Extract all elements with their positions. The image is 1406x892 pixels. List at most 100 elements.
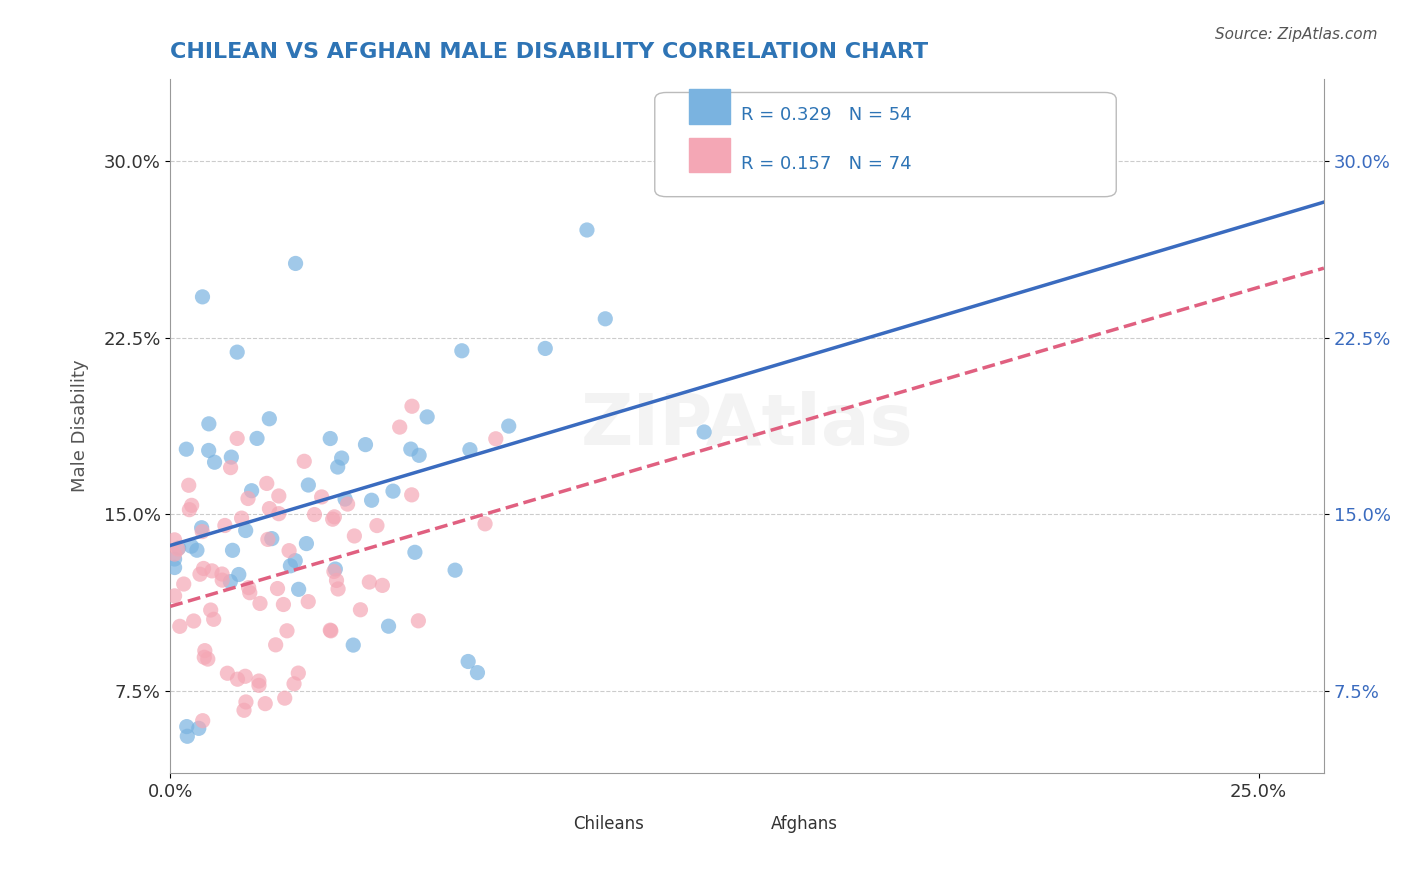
Point	[214, 518, 236, 533]
Text: ZIPAtlas: ZIPAtlas	[581, 392, 914, 460]
Point	[257, 533, 280, 547]
Point	[408, 614, 430, 628]
Point	[239, 585, 262, 599]
Point	[323, 565, 346, 579]
Point	[273, 598, 295, 612]
Point	[280, 558, 302, 573]
Point	[450, 343, 472, 358]
Point	[186, 543, 208, 558]
Point	[197, 652, 219, 666]
Point	[534, 342, 557, 356]
Point	[247, 674, 270, 689]
Point	[444, 563, 467, 577]
Point	[200, 603, 222, 617]
Point	[194, 643, 217, 657]
Point	[264, 638, 287, 652]
Point	[284, 554, 307, 568]
Point	[197, 443, 219, 458]
Text: Chileans: Chileans	[574, 815, 644, 833]
Text: R = 0.329   N = 54: R = 0.329 N = 54	[741, 106, 912, 124]
Point	[163, 589, 186, 603]
Point	[188, 567, 211, 582]
Point	[236, 491, 259, 506]
Point	[187, 722, 209, 736]
Point	[221, 543, 243, 558]
Point	[198, 417, 221, 431]
Point	[231, 511, 253, 525]
Point	[266, 582, 288, 596]
Point	[202, 612, 225, 626]
Point	[176, 442, 198, 457]
Point	[319, 624, 342, 638]
Point	[359, 575, 381, 590]
Point	[267, 507, 290, 521]
Point	[166, 541, 188, 556]
Point	[233, 703, 256, 717]
Point	[401, 488, 423, 502]
Point	[404, 545, 426, 559]
Y-axis label: Male Disability: Male Disability	[72, 359, 89, 492]
Point	[193, 650, 215, 665]
Point	[287, 666, 309, 681]
Text: Source: ZipAtlas.com: Source: ZipAtlas.com	[1215, 27, 1378, 42]
Point	[259, 411, 281, 425]
Point	[278, 543, 301, 558]
Point	[326, 460, 349, 475]
Point	[388, 420, 411, 434]
Point	[163, 533, 186, 547]
Point	[246, 431, 269, 445]
Point	[180, 499, 202, 513]
Point	[693, 425, 716, 439]
Bar	[689, 89, 730, 124]
Point	[467, 665, 489, 680]
Point	[336, 497, 359, 511]
Point	[330, 451, 353, 466]
Point	[458, 442, 481, 457]
Point	[226, 672, 249, 686]
Point	[283, 677, 305, 691]
Point	[276, 624, 298, 638]
Point	[180, 539, 202, 553]
Point	[292, 454, 315, 468]
Bar	[689, 137, 730, 172]
Point	[201, 564, 224, 578]
Point	[191, 714, 214, 728]
Point	[167, 541, 190, 555]
Point	[326, 582, 349, 596]
Point	[416, 409, 439, 424]
Point	[163, 547, 186, 561]
Point	[219, 574, 242, 589]
Point	[226, 345, 249, 359]
Point	[191, 290, 214, 304]
Point	[190, 521, 212, 535]
Point	[235, 524, 257, 538]
Point	[226, 432, 249, 446]
Point	[593, 311, 616, 326]
Point	[349, 603, 371, 617]
Point	[287, 582, 309, 597]
Text: Afghans: Afghans	[772, 815, 838, 833]
Point	[323, 509, 346, 524]
Point	[176, 729, 198, 743]
Bar	[534, 797, 568, 825]
Point	[259, 501, 281, 516]
Point	[354, 437, 377, 451]
Point	[193, 561, 215, 575]
Point	[342, 638, 364, 652]
Point	[191, 524, 214, 539]
Point	[319, 432, 342, 446]
Point	[382, 484, 405, 499]
Point	[343, 529, 366, 543]
Point	[228, 567, 250, 582]
Point	[260, 532, 283, 546]
Point	[295, 536, 318, 550]
Point	[457, 655, 479, 669]
Point	[485, 432, 508, 446]
Point	[267, 489, 290, 503]
Point	[247, 678, 270, 692]
Point	[360, 493, 382, 508]
Point	[474, 516, 496, 531]
Point	[219, 460, 242, 475]
Point	[575, 223, 598, 237]
Point	[173, 577, 195, 591]
